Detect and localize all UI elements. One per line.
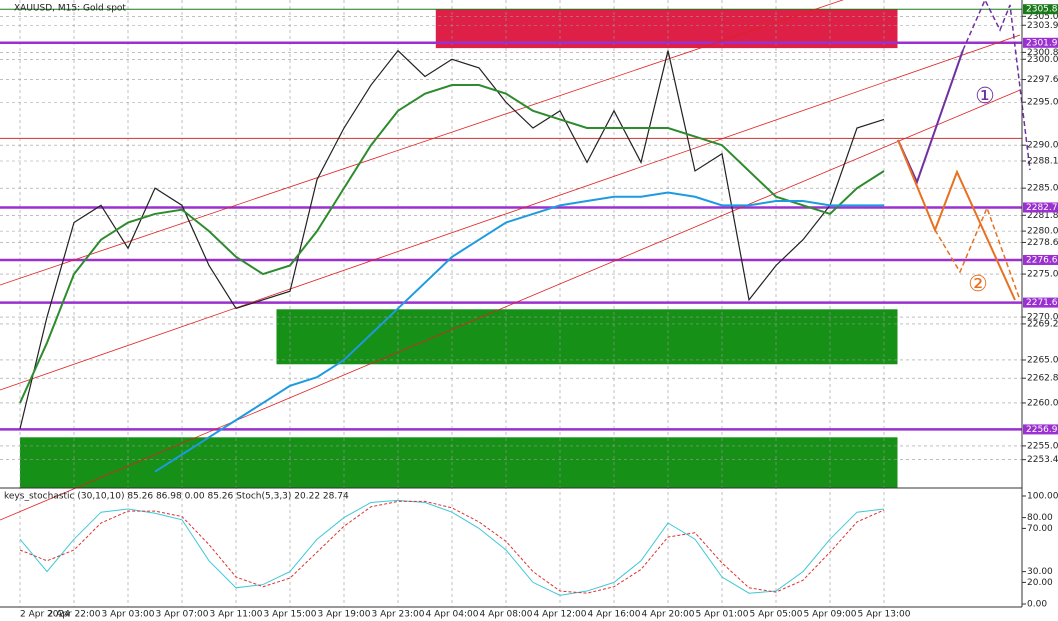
x-tick-label: 3 Apr 19:00 [318, 610, 371, 620]
grid [0, 0, 1022, 607]
y-tick-label: 2300.80 [1027, 48, 1058, 58]
x-tick-label: 5 Apr 05:00 [750, 610, 803, 620]
y-tick-label: 2265.00 [1027, 355, 1058, 365]
y-tick-label: 0.00 [1027, 600, 1047, 610]
y-tick-label: 30.00 [1027, 567, 1053, 577]
level-label: 2276.64 [1026, 255, 1058, 265]
level-label-bg [1023, 4, 1058, 15]
series-line [19, 49, 885, 429]
x-tick-label: 4 Apr 12:00 [534, 610, 587, 620]
level-label-bg [1023, 297, 1058, 308]
projection [897, 139, 1016, 301]
level-label-bg [1023, 37, 1058, 48]
y-tick-label: 20.00 [1027, 578, 1053, 588]
y-tick-label: 2260.00 [1027, 398, 1058, 408]
y-tick-label: 2300.00 [1027, 55, 1058, 65]
y-tick-label: 2270.00 [1027, 313, 1058, 323]
y-tick-label: 2285.00 [1027, 184, 1058, 194]
y-tick-label: 2290.00 [1027, 141, 1058, 151]
x-tick-label: 2 Apr 22:00 [48, 610, 101, 620]
y-tick-label: 100.00 [1027, 492, 1058, 502]
level-label-bg [1023, 202, 1058, 213]
zone [20, 437, 898, 488]
y-tick-label: 2280.00 [1027, 227, 1058, 237]
indicator-title: keys_stochastic (30,10,10) 85.26 86.98 0… [4, 492, 349, 502]
y-tick-label: 2305.00 [1027, 12, 1058, 22]
x-tick-label: 5 Apr 13:00 [858, 610, 911, 620]
y-tick-label: 2281.84 [1027, 211, 1058, 221]
series [19, 49, 885, 596]
zone [276, 309, 898, 365]
projection [962, 0, 1031, 171]
x-tick-label: 4 Apr 20:00 [642, 610, 695, 620]
series-line [154, 191, 884, 473]
y-tick-label: 2278.68 [1027, 238, 1058, 248]
x-tick-label: 3 Apr 07:00 [156, 610, 209, 620]
y-tick-label: 2275.00 [1027, 270, 1058, 280]
chart-title: XAUUSD, M15: Gold spot [14, 4, 126, 14]
x-tick-label: 4 Apr 16:00 [588, 610, 641, 620]
y-tick-label: 2303.96 [1027, 21, 1058, 31]
series-line [19, 84, 885, 404]
level-label: 2282.75 [1026, 203, 1058, 213]
level-label: 2271.68 [1026, 298, 1058, 308]
y-tick-label: 2288.16 [1027, 157, 1058, 167]
annotation: ② [968, 272, 988, 297]
level-label: 2256.92 [1026, 425, 1058, 435]
y-tick-label: 2253.40 [1027, 455, 1058, 465]
y-tick-label: 2295.00 [1027, 98, 1058, 108]
y-tick-label: 70.00 [1027, 524, 1053, 534]
y-tick-label: 2297.64 [1027, 75, 1058, 85]
level-label: 2301.92 [1026, 38, 1058, 48]
x-tick-label: 5 Apr 09:00 [804, 610, 857, 620]
annotation: ① [975, 84, 995, 109]
x-tick-label: 4 Apr 08:00 [480, 610, 533, 620]
axis: 2305.002303.96 2300.802300.00 2297.64 2295.… [20, 4, 1058, 620]
level-label-bg [1023, 254, 1058, 265]
y-tick-label: 80.00 [1027, 513, 1053, 523]
x-tick-label: 2 Apr 2024 [20, 610, 70, 620]
series-line [19, 499, 885, 596]
projection [934, 205, 1021, 301]
x-tick-label: 4 Apr 04:00 [426, 610, 479, 620]
y-tick-label: 2269.20 [1027, 319, 1058, 329]
x-tick-label: 3 Apr 03:00 [102, 610, 155, 620]
x-tick-label: 3 Apr 15:00 [264, 610, 317, 620]
level-label-bg [1023, 424, 1058, 435]
y-tick-label: 2255.00 [1027, 441, 1058, 451]
x-tick-label: 3 Apr 23:00 [372, 610, 425, 620]
channel [0, 0, 1021, 521]
level-label: 2305.83 [1026, 5, 1058, 15]
y-tick-label: 2262.88 [1027, 374, 1058, 384]
series-line [19, 500, 885, 594]
x-tick-label: 3 Apr 11:00 [210, 610, 263, 620]
x-tick-label: 5 Apr 01:00 [696, 610, 749, 620]
